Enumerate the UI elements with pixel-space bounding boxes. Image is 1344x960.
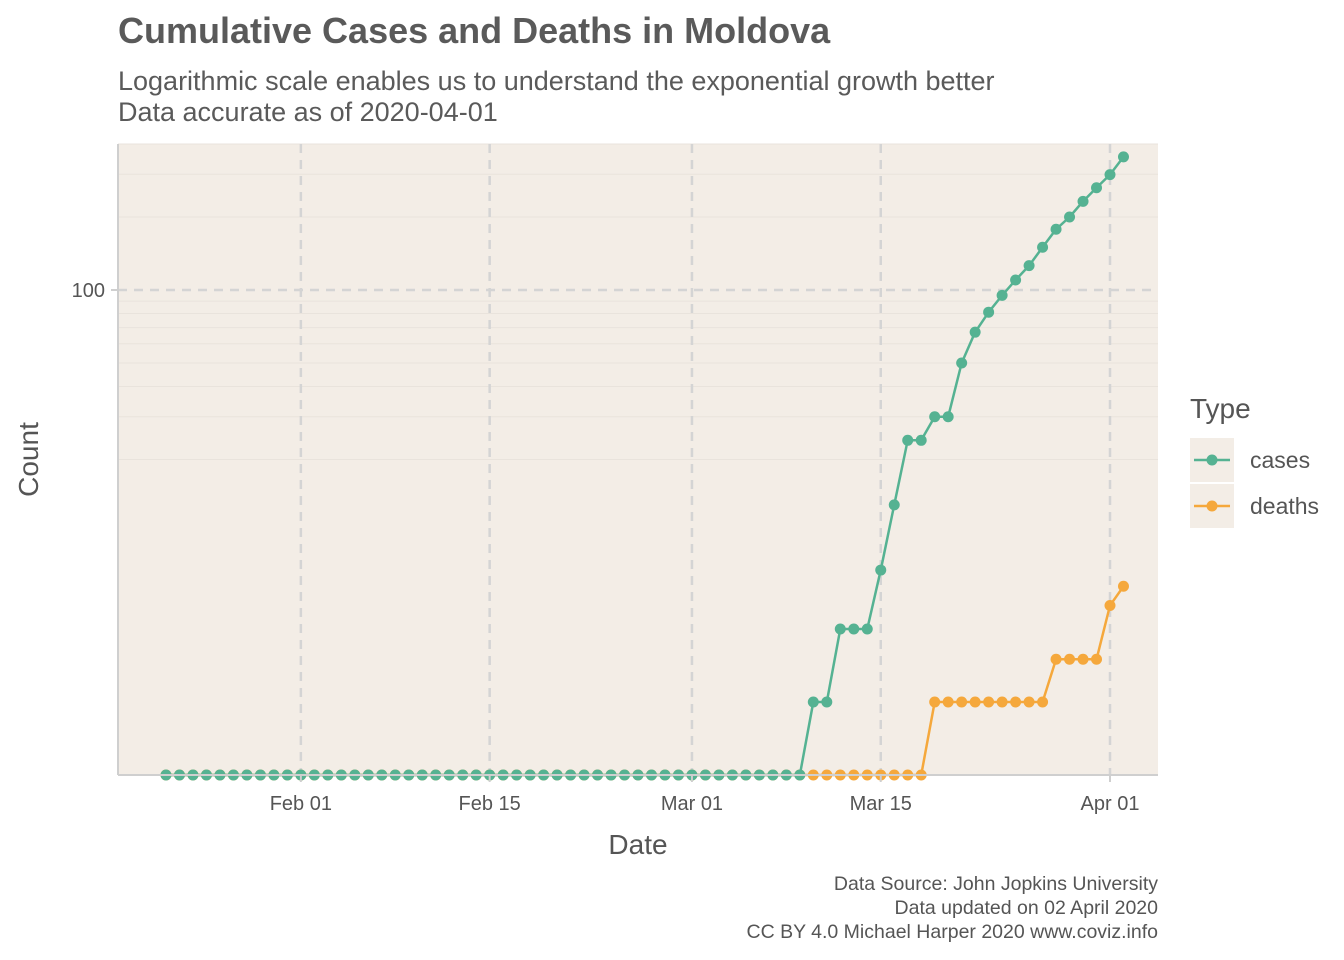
data-point-cases: [942, 411, 954, 423]
caption-source: Data Source: John Jopkins University: [833, 873, 1158, 895]
data-point-cases: [834, 623, 846, 635]
data-point-deaths: [996, 696, 1008, 708]
legend-label: deaths: [1250, 493, 1319, 519]
x-tick-label: Feb 01: [270, 793, 332, 815]
data-point-cases: [848, 623, 860, 635]
x-tick-label: Apr 01: [1081, 793, 1140, 815]
data-point-cases: [875, 564, 887, 576]
legend-key-point: [1206, 454, 1218, 466]
legend-item-cases: cases: [1190, 438, 1310, 482]
data-point-cases: [1050, 223, 1062, 235]
x-tick-label: Feb 15: [459, 793, 521, 815]
data-point-cases: [929, 411, 941, 423]
data-point-deaths: [1023, 696, 1035, 708]
data-point-cases: [1023, 260, 1035, 272]
data-point-cases: [1037, 241, 1049, 253]
chart-subtitle-line-2: Data accurate as of 2020-04-01: [118, 97, 498, 127]
data-point-cases: [1064, 211, 1076, 223]
data-point-cases: [861, 623, 873, 635]
data-point-cases: [888, 499, 900, 511]
data-point-cases: [996, 289, 1008, 301]
legend-item-deaths: deaths: [1190, 484, 1319, 528]
data-point-deaths: [942, 696, 954, 708]
caption-updated: Data updated on 02 April 2020: [894, 897, 1158, 919]
legend-key-point: [1206, 500, 1218, 512]
data-point-cases: [983, 306, 995, 318]
data-point-deaths: [1010, 696, 1022, 708]
data-point-cases: [915, 434, 927, 446]
data-point-cases: [1104, 169, 1116, 181]
major-gridlines: [118, 144, 1158, 775]
data-point-deaths: [969, 696, 981, 708]
legend-label: cases: [1250, 447, 1310, 473]
x-axis-title: Date: [608, 829, 667, 860]
data-point-deaths: [1091, 653, 1103, 665]
data-point-cases: [1117, 151, 1129, 163]
data-point-deaths: [1104, 599, 1116, 611]
data-point-deaths: [929, 696, 941, 708]
axes: Feb 01 Feb 15 Mar 01 Mar 15 Apr 01 100 Date Cou…: [13, 144, 1158, 860]
data-point-cases: [807, 696, 819, 708]
legend: Type cases deaths: [1190, 393, 1319, 528]
data-point-cases: [1077, 195, 1089, 207]
data-point-cases: [902, 434, 914, 446]
y-tick-label: 100: [72, 280, 105, 302]
data-point-deaths: [1117, 580, 1129, 592]
data-point-deaths: [956, 696, 968, 708]
data-point-cases: [1010, 274, 1022, 286]
data-point-deaths: [1037, 696, 1049, 708]
chart-subtitle-line-1: Logarithmic scale enables us to understa…: [118, 66, 995, 96]
data-point-deaths: [983, 696, 995, 708]
data-point-cases: [956, 357, 968, 369]
y-axis-title: Count: [13, 422, 44, 497]
data-point-deaths: [1064, 653, 1076, 665]
data-point-cases: [821, 696, 833, 708]
data-point-cases: [969, 326, 981, 338]
legend-title: Type: [1190, 393, 1251, 424]
minor-gridlines: [118, 143, 1158, 460]
data-point-cases: [1091, 182, 1103, 194]
caption-license: CC BY 4.0 Michael Harper 2020 www.coviz.…: [746, 921, 1159, 943]
data-point-deaths: [1050, 653, 1062, 665]
chart-title: Cumulative Cases and Deaths in Moldova: [118, 10, 831, 51]
data-point-deaths: [1077, 653, 1089, 665]
x-tick-label: Mar 01: [661, 793, 723, 815]
x-tick-label: Mar 15: [850, 793, 912, 815]
